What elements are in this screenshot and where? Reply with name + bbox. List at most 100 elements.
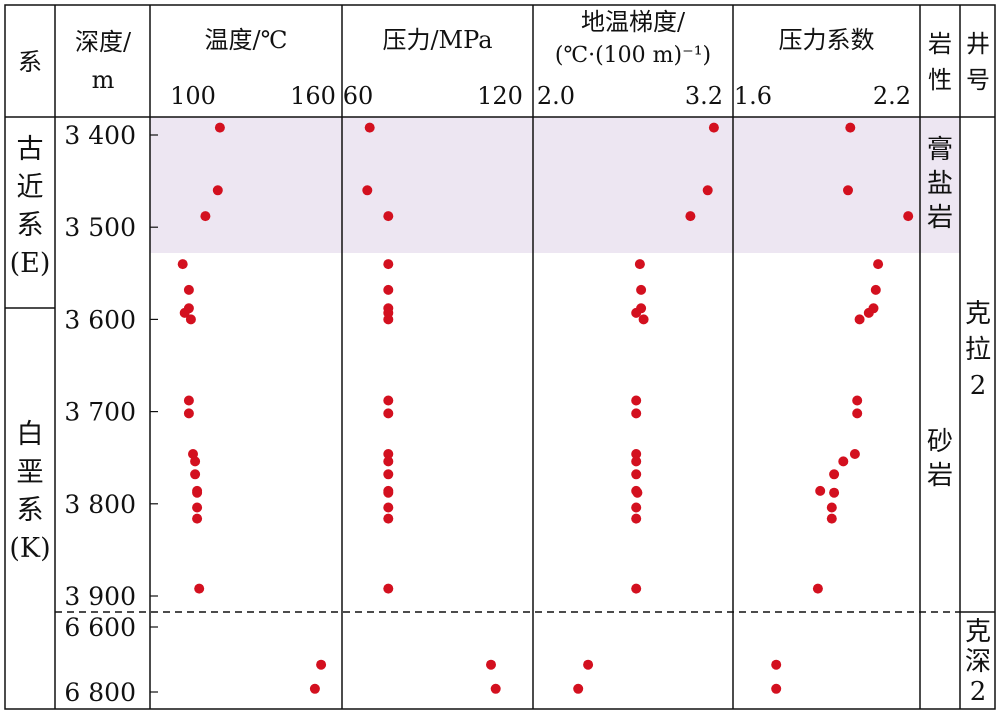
data-point-temperature bbox=[194, 583, 205, 594]
system-label-char: 垩 bbox=[17, 457, 44, 488]
system-label-char: 古 bbox=[17, 134, 44, 165]
data-point-pressure bbox=[490, 683, 501, 694]
depth-tick-label: 6 800 bbox=[64, 678, 136, 707]
column-header-well: 号 bbox=[966, 66, 990, 94]
data-point-temperature bbox=[316, 659, 327, 670]
depth-tick-label: 3 700 bbox=[64, 398, 136, 427]
data-point-pressure bbox=[486, 659, 496, 670]
data-point-temperature bbox=[200, 211, 211, 222]
data-point-gradient bbox=[631, 456, 642, 467]
data-point-temperature bbox=[192, 487, 203, 498]
data-point-pressure bbox=[383, 395, 394, 406]
data-point-temperature bbox=[192, 513, 203, 524]
lithology-label-char: 岩 bbox=[927, 461, 953, 491]
column-header-well: 井 bbox=[966, 30, 990, 58]
depth-tick-label: 3 800 bbox=[64, 490, 136, 519]
data-point-gradient bbox=[631, 513, 642, 524]
data-point-gradient bbox=[631, 449, 642, 459]
data-point-temperature bbox=[183, 284, 194, 295]
data-point-pressure_coef bbox=[870, 284, 881, 295]
data-point-pressure bbox=[383, 583, 394, 594]
data-point-pressure bbox=[383, 211, 394, 222]
depth-tick-label: 3 900 bbox=[64, 582, 136, 611]
panel-header-pressure: 压力/MPa bbox=[382, 26, 492, 54]
panel-header-gradient-unit: (℃·(100 m)⁻¹) bbox=[555, 43, 711, 68]
lithology-label-char: 砂 bbox=[927, 427, 953, 457]
data-point-gradient bbox=[636, 284, 647, 295]
lithology-label-char: 膏 bbox=[927, 135, 953, 165]
x-tick-label-pressure_coef: 1.6 bbox=[734, 82, 772, 110]
well-label-char: 克 bbox=[965, 299, 991, 329]
data-point-gradient bbox=[573, 683, 584, 694]
data-point-temperature bbox=[177, 259, 188, 270]
panel-header-temperature: 温度/℃ bbox=[205, 26, 288, 54]
well-label-char: 2 bbox=[970, 677, 987, 707]
column-header-depth-unit: m bbox=[92, 66, 115, 94]
column-header-depth: 深度/ bbox=[75, 28, 132, 56]
data-point-pressure bbox=[383, 456, 394, 467]
column-header-lithology: 性 bbox=[928, 66, 952, 94]
depth-tick-label: 3 600 bbox=[64, 305, 136, 334]
system-label-char: 系 bbox=[17, 210, 44, 241]
data-point-temperature bbox=[185, 314, 196, 325]
data-point-gradient bbox=[631, 307, 642, 318]
data-point-gradient bbox=[631, 469, 642, 480]
chart-frame bbox=[4, 4, 996, 710]
data-point-temperature bbox=[190, 469, 201, 480]
system-label-char: 近 bbox=[17, 172, 44, 203]
system-label-char: 系 bbox=[17, 495, 44, 526]
data-point-gradient bbox=[702, 185, 713, 196]
x-tick-label-gradient: 2.0 bbox=[537, 82, 575, 110]
data-point-temperature bbox=[212, 185, 223, 196]
data-point-temperature bbox=[183, 408, 194, 419]
data-point-pressure bbox=[383, 502, 394, 513]
data-point-gradient bbox=[685, 211, 696, 222]
well-label-char: 2 bbox=[970, 371, 987, 401]
data-point-pressure_coef bbox=[873, 259, 884, 270]
data-point-temperature bbox=[183, 395, 194, 406]
data-point-pressure bbox=[383, 259, 394, 270]
column-header-system: 系 bbox=[18, 48, 42, 76]
panel-header-pressure_coef: 压力系数 bbox=[779, 26, 875, 54]
data-point-pressure_coef bbox=[863, 307, 874, 318]
data-point-pressure_coef bbox=[838, 456, 849, 467]
data-point-gradient bbox=[632, 487, 643, 498]
data-point-gradient bbox=[583, 659, 594, 670]
data-point-temperature bbox=[192, 502, 203, 513]
data-point-temperature bbox=[214, 122, 225, 133]
well-label-char: 拉 bbox=[965, 335, 991, 365]
data-point-pressure_coef bbox=[845, 122, 856, 133]
data-point-gradient bbox=[708, 122, 719, 133]
system-label-char: 白 bbox=[17, 419, 44, 450]
data-point-pressure bbox=[383, 314, 394, 325]
data-point-pressure_coef bbox=[826, 502, 837, 513]
data-point-temperature bbox=[179, 307, 190, 318]
data-point-pressure_coef bbox=[843, 185, 853, 196]
lithology-label-char: 盐 bbox=[927, 169, 953, 199]
data-point-pressure_coef bbox=[852, 395, 863, 406]
data-point-pressure bbox=[383, 449, 394, 459]
x-tick-label-pressure: 120 bbox=[477, 82, 523, 110]
depth-tick-label: 3 400 bbox=[64, 121, 136, 150]
x-tick-label-pressure: 60 bbox=[343, 82, 374, 110]
system-label-char: (E) bbox=[10, 248, 51, 279]
gypsum-salt-band bbox=[150, 117, 960, 253]
data-point-gradient bbox=[631, 395, 642, 406]
data-point-temperature bbox=[190, 456, 201, 467]
data-point-pressure bbox=[364, 122, 375, 133]
data-point-pressure_coef bbox=[829, 487, 840, 498]
data-point-gradient bbox=[631, 583, 642, 594]
data-point-pressure_coef bbox=[854, 314, 865, 325]
data-point-pressure_coef bbox=[826, 513, 837, 524]
data-point-pressure bbox=[383, 487, 394, 498]
depth-tick-label: 6 600 bbox=[64, 613, 136, 642]
data-point-gradient bbox=[634, 259, 645, 270]
data-point-pressure bbox=[383, 408, 394, 419]
well-label-char: 克 bbox=[965, 617, 991, 647]
system-label-char: (K) bbox=[9, 533, 50, 564]
column-header-lithology: 岩 bbox=[928, 30, 952, 58]
data-point-pressure bbox=[383, 513, 394, 524]
panel-header-gradient: 地温梯度/ bbox=[581, 8, 686, 36]
x-tick-label-temperature: 160 bbox=[290, 82, 336, 110]
